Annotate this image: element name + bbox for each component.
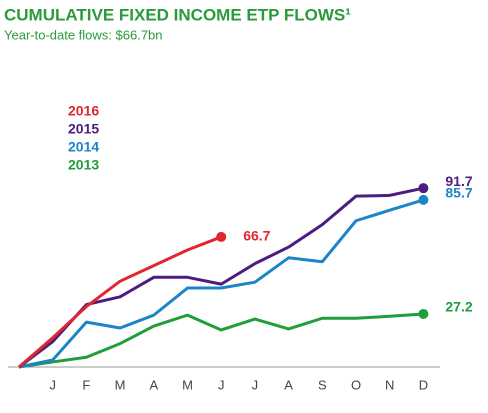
series-line [18, 198, 424, 369]
series-line [18, 235, 222, 369]
legend-entry: 2014 [68, 139, 99, 155]
x-tick-label: J [218, 377, 225, 392]
legend-entry: 2015 [68, 121, 99, 137]
x-tick-label: A [149, 377, 158, 392]
series-line [18, 186, 424, 369]
end-marker [418, 183, 429, 194]
chart-title: CUMULATIVE FIXED INCOME ETP FLOWS¹ [4, 5, 351, 24]
x-tick-label: S [318, 377, 327, 392]
data-label: 91.7 [445, 173, 472, 189]
legend-entry: 2013 [68, 157, 99, 173]
x-tick-label: O [351, 377, 361, 392]
x-tick-label: J [252, 377, 259, 392]
end-marker [216, 231, 227, 242]
data-label: 66.7 [243, 228, 270, 244]
x-tick-label: J [49, 377, 56, 392]
end-marker [418, 308, 429, 319]
end-marker [418, 194, 429, 205]
chart-subtitle: Year-to-date flows: $66.7bn [4, 27, 163, 42]
x-tick-label: A [284, 377, 293, 392]
legend-entry: 2016 [68, 103, 99, 119]
x-tick-label: M [182, 377, 193, 392]
data-label: 27.2 [445, 299, 472, 315]
x-tick-label: M [115, 377, 126, 392]
x-tick-label: F [82, 377, 90, 392]
series-line [18, 312, 424, 369]
x-tick-label: N [385, 377, 394, 392]
x-tick-label: D [419, 377, 428, 392]
data-label: 85.7 [445, 185, 472, 201]
